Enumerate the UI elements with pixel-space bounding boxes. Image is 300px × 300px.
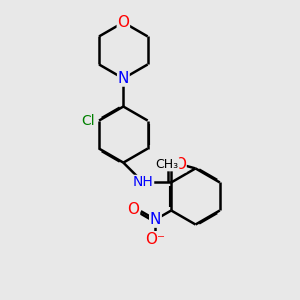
Text: O: O [174,157,186,172]
Text: NH: NH [133,176,154,189]
Text: O: O [128,202,140,217]
Text: CH₃: CH₃ [156,158,179,171]
Text: N: N [150,212,161,227]
Text: O: O [117,15,129,30]
Text: N: N [118,71,129,86]
Text: Cl: Cl [81,114,95,128]
Text: O⁻: O⁻ [146,232,165,247]
